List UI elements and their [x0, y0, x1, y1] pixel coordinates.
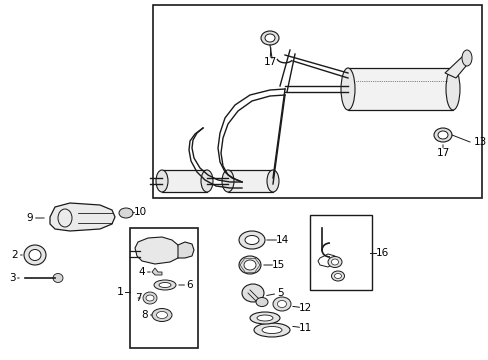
Bar: [153, 5, 481, 198]
Ellipse shape: [142, 292, 157, 304]
Ellipse shape: [244, 235, 259, 244]
Text: 10: 10: [133, 207, 146, 217]
Text: 12: 12: [298, 303, 311, 313]
Text: 7: 7: [134, 293, 141, 303]
Ellipse shape: [262, 327, 282, 333]
Ellipse shape: [152, 309, 172, 321]
Ellipse shape: [437, 131, 447, 139]
Ellipse shape: [277, 301, 286, 307]
Ellipse shape: [156, 170, 168, 192]
Ellipse shape: [159, 283, 171, 288]
Text: 5: 5: [276, 288, 283, 298]
Ellipse shape: [461, 50, 471, 66]
Text: 6: 6: [186, 280, 193, 290]
Bar: [162, 170, 206, 192]
Ellipse shape: [146, 295, 154, 301]
Ellipse shape: [256, 297, 267, 306]
Ellipse shape: [249, 312, 280, 324]
Bar: [347, 68, 452, 110]
Ellipse shape: [445, 68, 459, 110]
Ellipse shape: [327, 256, 341, 267]
Text: 9: 9: [27, 213, 33, 223]
Polygon shape: [135, 237, 180, 264]
Polygon shape: [152, 268, 162, 275]
Ellipse shape: [154, 280, 176, 290]
Ellipse shape: [261, 31, 279, 45]
Bar: [130, 228, 198, 348]
Bar: [309, 215, 371, 290]
Ellipse shape: [244, 260, 256, 270]
Ellipse shape: [253, 323, 289, 337]
Text: 8: 8: [142, 310, 148, 320]
Text: 3: 3: [9, 273, 15, 283]
Text: 16: 16: [375, 248, 388, 258]
Text: 14: 14: [275, 235, 288, 245]
Ellipse shape: [119, 208, 133, 218]
Ellipse shape: [239, 256, 261, 274]
Text: 13: 13: [472, 137, 486, 147]
Ellipse shape: [156, 311, 167, 319]
Ellipse shape: [257, 315, 272, 321]
Ellipse shape: [331, 259, 338, 265]
Text: 2: 2: [12, 250, 18, 260]
Text: 11: 11: [298, 323, 311, 333]
Text: 4: 4: [139, 267, 145, 277]
Ellipse shape: [334, 274, 341, 279]
Text: 1: 1: [116, 287, 123, 297]
Text: 15: 15: [271, 260, 284, 270]
Ellipse shape: [222, 170, 234, 192]
Ellipse shape: [340, 68, 354, 110]
Ellipse shape: [264, 34, 274, 42]
Ellipse shape: [24, 245, 46, 265]
Ellipse shape: [242, 284, 264, 302]
Ellipse shape: [433, 128, 451, 142]
Ellipse shape: [239, 231, 264, 249]
Text: 17: 17: [435, 148, 448, 158]
Ellipse shape: [29, 249, 41, 261]
Ellipse shape: [53, 274, 63, 283]
Polygon shape: [50, 203, 115, 231]
Polygon shape: [444, 56, 470, 78]
Ellipse shape: [266, 170, 279, 192]
Ellipse shape: [331, 271, 344, 281]
Polygon shape: [178, 242, 194, 258]
Bar: [227, 170, 272, 192]
Ellipse shape: [272, 297, 290, 311]
Ellipse shape: [201, 170, 213, 192]
Text: 17: 17: [263, 57, 276, 67]
